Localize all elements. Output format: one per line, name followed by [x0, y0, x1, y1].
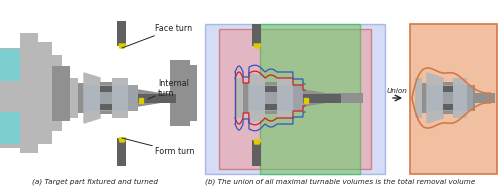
Bar — [443, 104, 453, 110]
Bar — [265, 86, 277, 92]
Polygon shape — [119, 138, 126, 142]
Text: (a) Target part fixtured and turned: (a) Target part fixtured and turned — [32, 178, 158, 185]
Bar — [20, 33, 38, 153]
Text: Form turn: Form turn — [122, 138, 194, 156]
Bar — [0, 49, 20, 81]
Polygon shape — [139, 98, 143, 103]
Polygon shape — [138, 90, 175, 106]
Polygon shape — [427, 73, 443, 123]
Bar — [117, 138, 126, 166]
Bar — [52, 66, 70, 121]
Polygon shape — [84, 73, 100, 123]
Bar — [265, 82, 277, 114]
Bar — [170, 60, 190, 126]
Bar — [0, 112, 20, 144]
Bar — [112, 78, 128, 118]
Bar — [138, 93, 188, 103]
Bar — [422, 83, 427, 113]
Bar — [277, 78, 293, 118]
Bar — [52, 55, 62, 131]
Bar — [219, 29, 371, 169]
Polygon shape — [119, 44, 126, 48]
Bar — [138, 94, 176, 103]
Bar — [243, 83, 249, 113]
Bar — [128, 85, 138, 111]
Bar — [205, 24, 385, 174]
Bar — [249, 85, 303, 111]
Bar — [100, 82, 112, 114]
Bar — [475, 93, 495, 103]
Bar — [410, 24, 497, 174]
Bar — [185, 65, 197, 121]
Bar — [117, 21, 126, 46]
Bar — [260, 24, 360, 174]
Bar — [443, 82, 453, 114]
Bar — [252, 24, 261, 46]
Bar — [38, 42, 52, 144]
Text: Internal
turn: Internal turn — [148, 79, 189, 99]
Bar — [427, 85, 473, 111]
Polygon shape — [254, 44, 261, 48]
Text: Face turn: Face turn — [122, 24, 192, 48]
Text: Union: Union — [386, 88, 407, 94]
Bar — [70, 78, 78, 118]
Bar — [293, 85, 303, 111]
Polygon shape — [254, 140, 261, 144]
Bar — [265, 104, 277, 110]
Bar — [252, 140, 261, 166]
Bar — [100, 86, 112, 92]
Polygon shape — [249, 73, 265, 123]
Polygon shape — [304, 98, 308, 103]
Bar — [415, 78, 422, 118]
Bar — [453, 78, 467, 118]
Bar — [78, 83, 84, 113]
Text: (b) The union of all maximal turnable volumes is the total removal volume: (b) The union of all maximal turnable vo… — [205, 178, 475, 185]
Bar — [303, 93, 363, 103]
Bar — [467, 85, 475, 111]
Bar — [84, 85, 138, 111]
Bar — [303, 94, 341, 103]
Polygon shape — [303, 90, 340, 106]
Bar — [100, 104, 112, 110]
Bar — [235, 78, 243, 118]
Bar — [0, 48, 22, 148]
Bar — [443, 86, 453, 92]
